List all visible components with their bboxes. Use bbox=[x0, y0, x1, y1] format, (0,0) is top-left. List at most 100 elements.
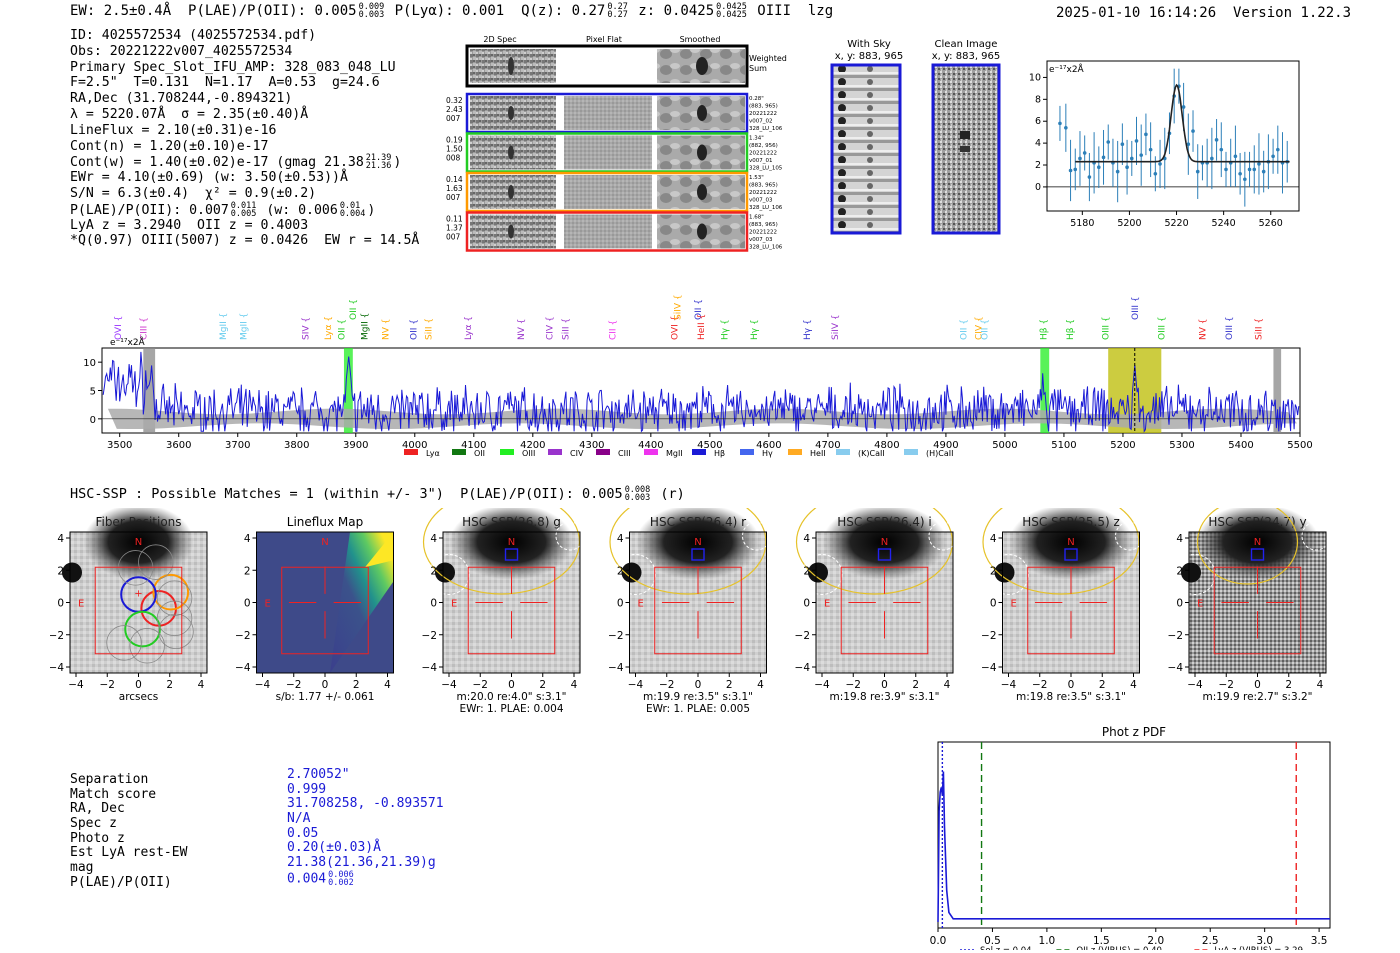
spectrum-line-id: Hβ { bbox=[1039, 319, 1049, 340]
exposure-left-label: 0.32 bbox=[446, 96, 463, 105]
neighbor-source bbox=[808, 562, 828, 583]
compass-north: N bbox=[1254, 537, 1261, 548]
fiber-circle-grey bbox=[106, 625, 142, 661]
spectrum-line-id: Hγ { bbox=[721, 319, 731, 340]
pdf-frame bbox=[937, 741, 1331, 929]
exposure-blob bbox=[697, 223, 707, 240]
zoom-point bbox=[1120, 142, 1125, 147]
info-q: *Q(0.97) OIII(5007) z = 0.0426 EW r = 14… bbox=[70, 233, 420, 249]
spectrum-xtick-label: 4900 bbox=[933, 440, 958, 451]
exposure-flat bbox=[564, 135, 652, 170]
exposure-right-label: 328_LU_106 bbox=[749, 126, 783, 132]
info-ewr: EWr = 4.10(±0.69) (w: 3.50(±0.53))Å bbox=[70, 170, 348, 186]
cutout-xtick-label: 4 bbox=[757, 679, 764, 691]
zoom-point bbox=[1252, 167, 1257, 172]
exposure-right-label: (883, 965) bbox=[749, 222, 778, 228]
legend-label: (K)CaII bbox=[858, 449, 885, 458]
zoom-fit-curve bbox=[1075, 83, 1290, 163]
cutout-caption: m:20.0 re:4.0" s:3.1" bbox=[457, 691, 567, 703]
legend-label: Hγ bbox=[762, 449, 773, 458]
cutout-ytick-label: −4 bbox=[422, 662, 438, 674]
exposure-blob bbox=[697, 144, 707, 161]
match-value-photoz: 0.05 bbox=[287, 825, 319, 841]
cutout-ytick-label: −4 bbox=[981, 662, 997, 674]
cutout-xtick-label: 0 bbox=[1254, 679, 1261, 691]
spectrum-xtick-label: 5200 bbox=[1110, 440, 1135, 451]
version: Version 1.22.3 bbox=[1233, 5, 1352, 21]
header-plae-hi: 0.009 bbox=[358, 2, 385, 12]
zoom-ytick-label: 6 bbox=[1035, 116, 1041, 127]
neighbor-aperture bbox=[928, 521, 958, 551]
host-galaxy bbox=[1009, 508, 1133, 580]
exposure-left-label: 008 bbox=[446, 154, 461, 163]
cutout-ytick-label: −4 bbox=[1168, 662, 1184, 674]
cutout-xtick-label: −2 bbox=[659, 679, 674, 691]
exposure-right-label: 0.28" bbox=[749, 96, 764, 102]
zoom-point bbox=[1082, 151, 1087, 155]
spectrum-xtick-label: 5400 bbox=[1228, 440, 1253, 451]
sky-clean-panels: With Sky x, y: 883, 965 Clean Image x, y… bbox=[830, 39, 1001, 235]
cutout-caption: arcsecs bbox=[119, 691, 158, 703]
pdf-title: Phot z PDF bbox=[1102, 725, 1166, 739]
host-galaxy bbox=[822, 508, 947, 580]
match-label-lya-ew: Est LyA rest-EW bbox=[70, 845, 188, 861]
exposure-blob bbox=[697, 184, 707, 200]
match-value-separation: 2.70052" bbox=[287, 767, 350, 782]
cutout-ytick-label: 0 bbox=[244, 598, 251, 610]
zoom-point bbox=[1261, 169, 1266, 174]
fiber-circle-grey bbox=[156, 580, 193, 616]
zoom-point bbox=[1233, 154, 1238, 159]
info-lambda: λ = 5220.07Å σ = 2.35(±0.40)Å bbox=[70, 106, 309, 122]
match-value-plae: 0.004 0.006 0.002 bbox=[287, 871, 444, 888]
host-galaxy bbox=[1195, 508, 1320, 580]
legend-swatch bbox=[692, 449, 706, 455]
zoom-point bbox=[1073, 167, 1078, 172]
legend-label: OIII bbox=[522, 449, 535, 458]
hsc-suffix: (r) bbox=[660, 486, 685, 502]
cutout-ytick-label: 4 bbox=[244, 533, 251, 545]
cutout-xtick-label: 4 bbox=[198, 679, 205, 691]
fiber-center-mark: + bbox=[134, 589, 142, 600]
spectrum-line-id: OVI { bbox=[670, 316, 680, 340]
spectrum-band bbox=[1273, 348, 1282, 433]
cutout-ytick-label: 0 bbox=[990, 598, 997, 610]
match-label-mag: mag bbox=[70, 860, 94, 876]
host-galaxy bbox=[449, 508, 574, 580]
weighted-label-1: Weighted bbox=[749, 54, 787, 63]
legend-label: CIII bbox=[618, 449, 631, 458]
cutout-ytick-label: 4 bbox=[1176, 533, 1183, 545]
zoom-ylabel: e⁻¹⁷x2Å bbox=[1049, 63, 1085, 75]
cutout-xtick-label: −2 bbox=[1219, 679, 1234, 691]
exposure-2d-blob bbox=[508, 145, 514, 160]
cutout-ytick-label: 4 bbox=[57, 533, 64, 545]
header-ew: EW: 2.5±0.4Å bbox=[70, 3, 172, 19]
cutout-xtick-label: −2 bbox=[286, 679, 301, 691]
neighbor-source bbox=[621, 562, 642, 583]
match-value-plae-main: 0.004 bbox=[287, 871, 327, 887]
sky-coords: x, y: 883, 965 bbox=[835, 51, 904, 62]
header-z-lo: 0.0425 bbox=[716, 10, 747, 20]
cutout-ytick-label: −2 bbox=[795, 630, 810, 642]
match-value-radec: 31.708258, -0.893571 bbox=[287, 796, 444, 812]
cutout-xtick-label: −2 bbox=[1032, 679, 1047, 691]
cutout-xtick-label: −4 bbox=[441, 679, 457, 691]
header-plae: P(LAE)/P(OII): 0.005 bbox=[188, 3, 357, 19]
info-radec: RA,Dec (31.708244,-0.894321) bbox=[70, 91, 293, 107]
spectrum-xtick-label: 3500 bbox=[107, 440, 132, 451]
spectrum-line-id: Hβ { bbox=[1066, 319, 1076, 340]
spectrum-line-id: SIV { bbox=[302, 317, 312, 340]
neighbor-source bbox=[994, 562, 1015, 583]
compass-north: N bbox=[135, 537, 142, 548]
spectrum-line-id: CII { bbox=[608, 320, 618, 340]
compass-east: E bbox=[451, 599, 457, 610]
neighbor-aperture bbox=[988, 554, 1029, 595]
fiber-circle-grey bbox=[138, 544, 174, 580]
legend-swatch bbox=[548, 449, 562, 455]
neighbor-source bbox=[435, 562, 455, 583]
zoom-point bbox=[1210, 156, 1214, 161]
cutout-xtick-label: −4 bbox=[1001, 679, 1017, 691]
pdf-xtick-label: 2.5 bbox=[1202, 935, 1219, 947]
zoom-point bbox=[1219, 147, 1224, 152]
pdf-xtick-label: 0.5 bbox=[984, 935, 1001, 947]
exposure-right-label: v007_02 bbox=[749, 119, 773, 125]
